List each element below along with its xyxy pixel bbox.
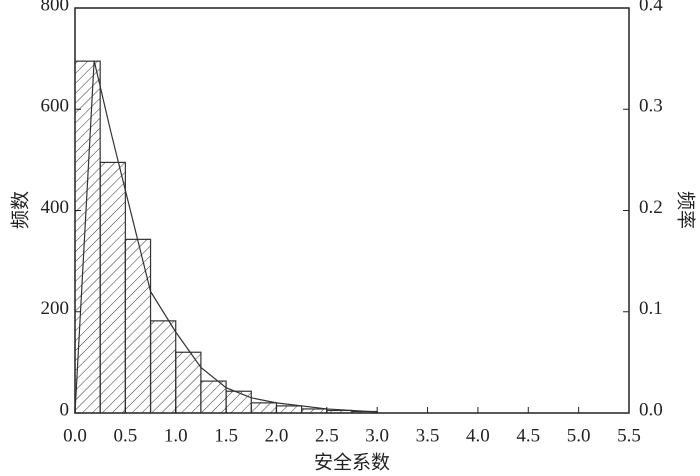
bar (99, 161, 126, 414)
y2-tick-label: 0.0 (639, 399, 663, 420)
y2-tick-label: 0.3 (639, 96, 663, 117)
x-tick-label: 4.5 (516, 425, 540, 446)
bar (326, 409, 353, 414)
bar (275, 405, 303, 414)
y2-tick-label: 0.1 (639, 298, 663, 319)
x-tick-label: 4.0 (466, 425, 490, 446)
y-tick-label: 600 (41, 96, 70, 117)
x-tick-label: 1.5 (214, 425, 238, 446)
x-tick-label: 0.0 (63, 425, 87, 446)
x-tick-label: 2.0 (265, 425, 289, 446)
y2-axis-label: 频率 (675, 191, 697, 229)
bar (124, 238, 152, 414)
bar (250, 402, 278, 414)
y-tick-label: 800 (41, 0, 70, 15)
bar (175, 351, 202, 414)
x-axis-label: 安全系数 (314, 451, 390, 473)
bar (301, 408, 328, 414)
y-tick-label: 400 (41, 197, 70, 218)
x-tick-label: 3.5 (416, 425, 440, 446)
bar (149, 320, 177, 414)
bar (200, 380, 227, 414)
x-tick-label: 1.0 (164, 425, 188, 446)
y-tick-label: 200 (41, 298, 70, 319)
y2-tick-label: 0.2 (639, 197, 663, 218)
frequency-curve (74, 60, 378, 414)
x-tick-label: 0.5 (113, 425, 137, 446)
bar (74, 60, 101, 414)
y-tick-label: 0 (60, 399, 70, 420)
bar (225, 390, 252, 414)
y-axis-label: 频数 (9, 191, 31, 229)
y2-tick-label: 0.4 (639, 0, 663, 15)
x-tick-label: 5.0 (567, 425, 591, 446)
x-tick-label: 5.5 (617, 425, 641, 446)
x-tick-label: 3.0 (365, 425, 389, 446)
x-tick-label: 2.5 (315, 425, 339, 446)
